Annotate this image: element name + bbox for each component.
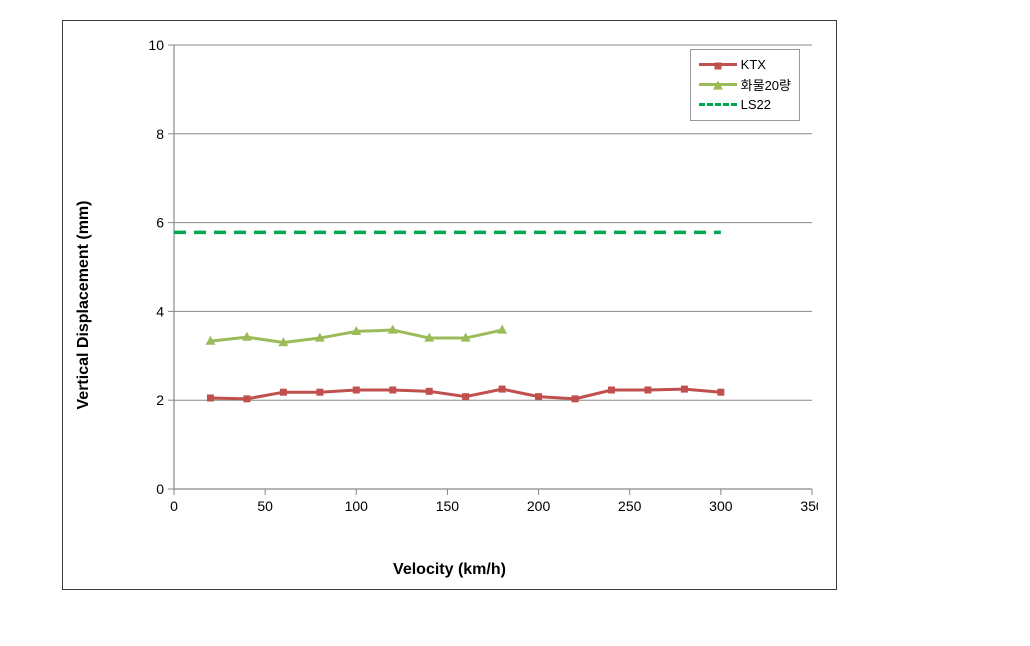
svg-text:200: 200 [527, 498, 551, 514]
svg-text:0: 0 [156, 481, 164, 497]
svg-text:0: 0 [170, 498, 178, 514]
svg-text:2: 2 [156, 392, 164, 408]
legend-swatch-KTX [699, 56, 737, 72]
y-axis-label: Vertical Displacement (mm) [75, 175, 93, 435]
svg-text:300: 300 [709, 498, 733, 514]
svg-text:4: 4 [156, 303, 164, 319]
legend-item-LS22: LS22 [699, 94, 791, 114]
svg-text:6: 6 [156, 215, 164, 231]
chart-area: Vertical Displacement (mm) Velocity (km/… [62, 20, 837, 590]
svg-text:8: 8 [156, 126, 164, 142]
svg-text:10: 10 [148, 39, 164, 53]
svg-text:350: 350 [800, 498, 818, 514]
legend-item-freight20: 화물20량 [699, 74, 791, 94]
svg-text:50: 50 [257, 498, 273, 514]
legend: KTX 화물20량 LS22 [690, 49, 800, 121]
svg-text:250: 250 [618, 498, 642, 514]
svg-text:150: 150 [436, 498, 460, 514]
legend-label-LS22: LS22 [741, 97, 771, 112]
legend-label-freight20: 화물20량 [741, 75, 791, 94]
svg-text:100: 100 [345, 498, 369, 514]
x-axis-label: Velocity (km/h) [63, 561, 836, 579]
chart-frame: Vertical Displacement (mm) Velocity (km/… [0, 0, 1030, 646]
legend-swatch-freight20 [699, 76, 737, 92]
legend-swatch-LS22 [699, 96, 737, 112]
legend-item-KTX: KTX [699, 54, 791, 74]
legend-label-KTX: KTX [741, 57, 766, 72]
